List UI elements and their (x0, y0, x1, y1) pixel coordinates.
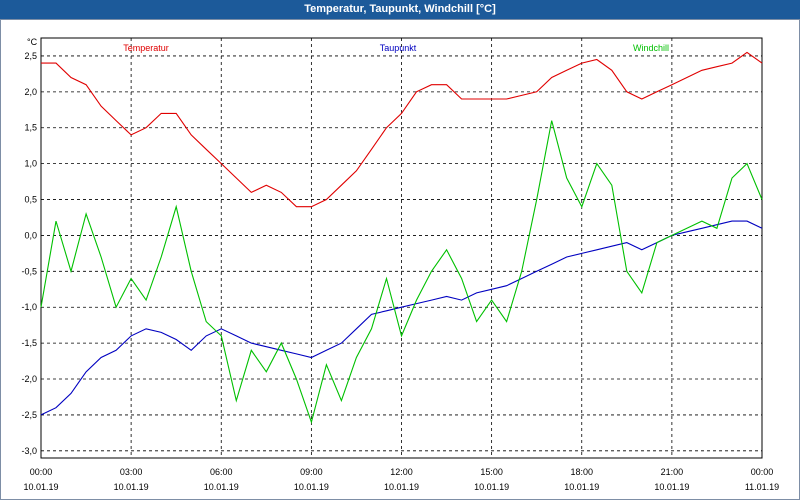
x-tick-date-label: 10.01.19 (23, 482, 58, 492)
x-tick-date-label: 11.01.19 (745, 482, 779, 492)
legend-entry-taupunkt: Taupunkt (380, 43, 417, 53)
x-tick-time-label: 09:00 (300, 467, 323, 477)
y-tick-label: 1,5 (24, 123, 37, 133)
x-tick-time-label: 18:00 (570, 467, 593, 477)
y-tick-label: 0,5 (24, 195, 37, 205)
series-line-taupunkt (40, 220, 763, 416)
legend-entry-windchill: Windchill (633, 43, 669, 53)
y-tick-label: -2,0 (21, 374, 37, 384)
y-tick-label: -3,0 (21, 446, 37, 456)
x-tick-date-label: 10.01.19 (204, 482, 239, 492)
x-tick-date-label: 10.01.19 (384, 482, 419, 492)
y-tick-label: -0,5 (21, 266, 37, 276)
series-line-temperatur (41, 51, 763, 208)
x-tick-date-label: 10.01.19 (564, 482, 599, 492)
x-tick-time-label: 00:00 (30, 467, 53, 477)
x-tick-date-label: 10.01.19 (114, 482, 149, 492)
chart-title: Temperatur, Taupunkt, Windchill [°C] (0, 0, 800, 19)
x-tick-time-label: 03:00 (120, 467, 143, 477)
line-chart: 2,5 2,0 1,5 1,0 0,5 0,0 -0,5 -1,0 -1,5 -2,0 -2,5 -3… (21, 37, 779, 492)
y-tick-label: 2,5 (24, 51, 37, 61)
y-axis-label: °C (27, 37, 38, 47)
x-tick-time-label: 12:00 (390, 467, 413, 477)
chart-area: 2,5 2,0 1,5 1,0 0,5 0,0 -0,5 -1,0 -1,5 -2,0 -2,5 -3… (0, 19, 800, 500)
x-tick-date-label: 10.01.19 (294, 482, 329, 492)
y-tick-label: 2,0 (24, 87, 37, 97)
y-tick-label: -2,5 (21, 410, 37, 420)
x-tick-date-label: 10.01.19 (654, 482, 689, 492)
x-tick-time-label: 21:00 (661, 467, 684, 477)
series-line-windchill (40, 120, 763, 424)
x-tick-date-label: 10.01.19 (474, 482, 509, 492)
x-tick-time-label: 00:00 (751, 467, 774, 477)
legend-entry-temperatur: Temperatur (123, 43, 169, 53)
y-tick-label: -1,0 (21, 302, 37, 312)
y-tick-label: -1,5 (21, 338, 37, 348)
x-tick-time-label: 06:00 (210, 467, 233, 477)
y-tick-label: 0,0 (24, 230, 37, 240)
y-tick-label: 1,0 (24, 159, 37, 169)
x-tick-time-label: 15:00 (480, 467, 503, 477)
